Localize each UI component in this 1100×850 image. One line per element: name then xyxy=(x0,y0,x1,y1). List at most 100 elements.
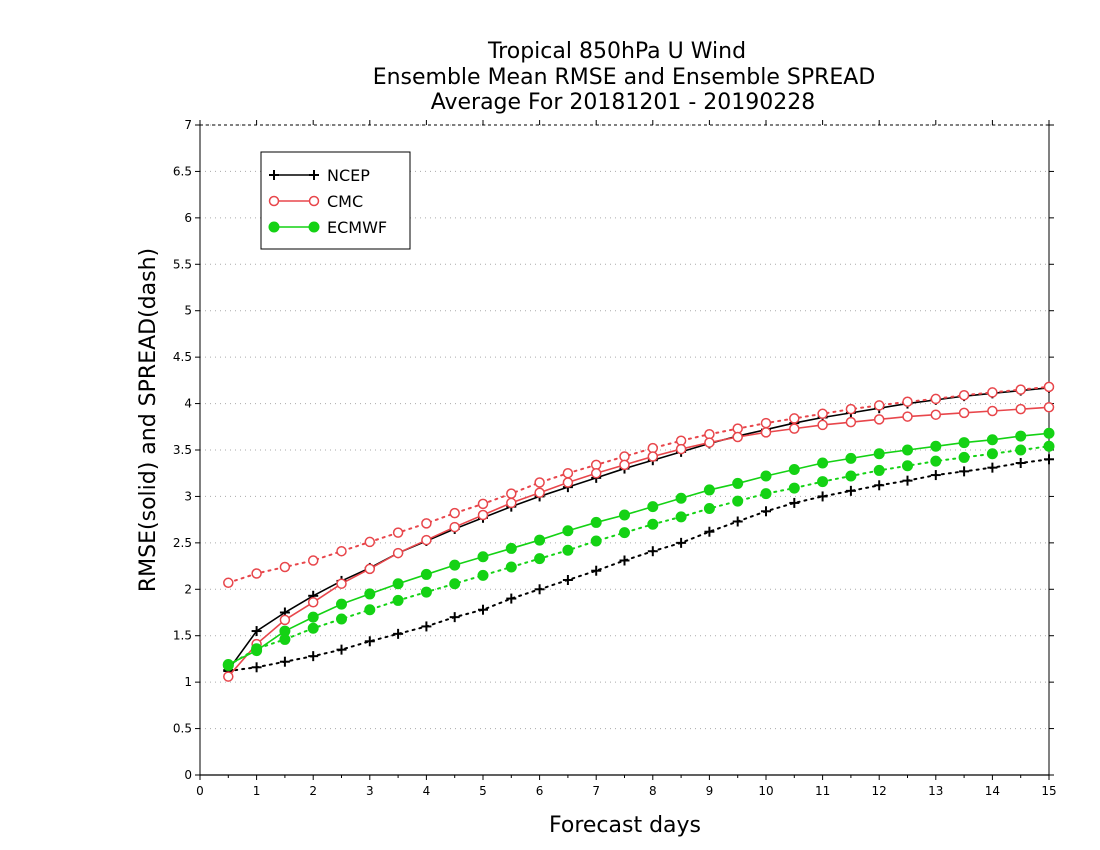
legend-label-cmc: CMC xyxy=(327,192,363,211)
spread-point-ecmwf xyxy=(902,460,913,472)
rmse-point-cmc xyxy=(732,431,743,443)
chart-title: Tropical 850hPa U Wind Ensemble Mean RMS… xyxy=(373,39,876,115)
rmse-point-cmc xyxy=(562,477,574,488)
x-tick-label: 6 xyxy=(536,784,544,798)
rmse-point-ecmwf xyxy=(760,470,772,482)
rmse-point-ecmwf xyxy=(562,525,574,537)
spread-point-ncep xyxy=(874,480,885,491)
spread-point-ncep xyxy=(308,651,319,662)
y-tick-label: 6.5 xyxy=(173,164,192,178)
spread-point-cmc xyxy=(902,396,913,407)
rmse-point-cmc xyxy=(845,416,857,428)
rmse-point-cmc xyxy=(1015,403,1026,415)
y-tick-label: 5.5 xyxy=(173,257,192,271)
spread-point-cmc xyxy=(449,507,460,519)
rmse-point-ecmwf xyxy=(675,492,687,504)
rmse-point-ecmwf xyxy=(845,452,857,464)
x-tick-label: 9 xyxy=(706,784,714,798)
legend-marker-right-cmc xyxy=(308,195,320,207)
y-tick-label: 5 xyxy=(184,304,192,318)
rmse-point-cmc xyxy=(958,407,970,419)
rmse-point-cmc xyxy=(336,578,347,589)
rmse-point-ecmwf xyxy=(788,464,800,475)
spread-point-ncep xyxy=(761,506,771,517)
spread-point-cmc xyxy=(534,477,545,488)
y-tick-label: 0.5 xyxy=(173,722,192,736)
rmse-point-cmc xyxy=(534,487,545,498)
spread-point-ncep xyxy=(704,526,715,537)
rmse-point-cmc xyxy=(647,451,659,462)
y-tick-label: 4.5 xyxy=(173,350,192,364)
y-axis-label: RMSE(solid) and SPREAD(dash) xyxy=(136,248,161,592)
rmse-point-cmc xyxy=(506,497,517,509)
legend-item-ecmwf: ECMWF xyxy=(268,218,387,237)
rmse-point-ncep xyxy=(251,626,262,637)
x-tick-label: 2 xyxy=(309,784,317,798)
rmse-point-cmc xyxy=(704,437,715,448)
spread-point-ecmwf xyxy=(703,503,715,514)
spread-point-ncep xyxy=(930,470,941,481)
spread-point-ncep xyxy=(959,466,970,477)
legend: NCEP CMC ECMWF xyxy=(260,151,411,250)
spread-point-ecmwf xyxy=(534,553,546,565)
rmse-point-ecmwf xyxy=(590,516,602,528)
spread-point-ncep xyxy=(1044,454,1054,465)
spread-point-ncep xyxy=(902,475,913,486)
spread-point-ecmwf xyxy=(336,613,347,625)
legend-marker-left-cmc xyxy=(268,195,280,207)
spread-point-cmc xyxy=(817,408,828,420)
x-tick-label: 11 xyxy=(815,784,830,798)
spread-point-ecmwf xyxy=(760,488,772,500)
spread-point-ecmwf xyxy=(986,448,998,460)
y-tick-label: 7 xyxy=(184,118,192,132)
spread-point-ncep xyxy=(421,621,432,632)
spread-point-cmc xyxy=(958,389,970,401)
spread-point-ecmwf xyxy=(307,622,319,634)
spread-point-ncep xyxy=(562,575,573,585)
spread-point-cmc xyxy=(251,568,262,579)
rmse-point-cmc xyxy=(817,419,828,431)
rmse-point-ecmwf xyxy=(307,611,319,623)
spread-point-ncep xyxy=(449,612,460,623)
title-line-1: Tropical 850hPa U Wind xyxy=(487,39,746,64)
rmse-point-ecmwf xyxy=(449,559,461,571)
legend-marker-left-ecmwf xyxy=(268,221,280,233)
spread-point-cmc xyxy=(307,555,319,566)
y-tick-label: 6 xyxy=(184,211,192,225)
x-tick-label: 7 xyxy=(592,784,600,798)
spread-point-ecmwf xyxy=(1015,444,1027,456)
rmse-point-ecmwf xyxy=(902,444,913,456)
spread-point-ecmwf xyxy=(449,578,461,590)
rmse-point-cmc xyxy=(902,411,913,422)
x-axis-label: Forecast days xyxy=(549,813,701,838)
spread-point-ncep xyxy=(279,656,290,667)
spread-point-ecmwf xyxy=(675,511,687,523)
y-tick-label: 3.5 xyxy=(173,443,192,457)
y-tick-label: 0 xyxy=(184,768,192,782)
legend-marker-right-ncep xyxy=(309,170,319,180)
spread-point-cmc xyxy=(930,393,942,405)
spread-point-ecmwf xyxy=(873,464,885,476)
spread-point-cmc xyxy=(845,403,857,415)
x-tick-label: 5 xyxy=(479,784,487,798)
spread-point-ncep xyxy=(619,555,630,566)
x-tick-label: 10 xyxy=(758,784,773,798)
spread-point-ncep xyxy=(591,565,602,576)
x-tick-label: 15 xyxy=(1041,784,1056,798)
rmse-point-cmc xyxy=(364,563,376,575)
legend-item-cmc: CMC xyxy=(268,192,363,211)
spread-point-ecmwf xyxy=(845,470,857,482)
spread-point-ncep xyxy=(364,636,375,647)
rmse-point-cmc xyxy=(307,597,319,608)
rmse-point-ecmwf xyxy=(420,568,432,580)
rmse-point-cmc xyxy=(987,405,998,417)
spread-point-cmc xyxy=(506,488,517,499)
x-tick-label: 8 xyxy=(649,784,657,798)
rmse-point-ecmwf xyxy=(1043,427,1055,439)
x-tick-label: 4 xyxy=(423,784,431,798)
spread-point-cmc xyxy=(364,536,376,548)
x-tick-label: 3 xyxy=(366,784,374,798)
y-tick-label: 2.5 xyxy=(173,536,192,550)
legend-marker-right-ecmwf xyxy=(308,221,320,233)
spread-point-ecmwf xyxy=(505,561,517,573)
